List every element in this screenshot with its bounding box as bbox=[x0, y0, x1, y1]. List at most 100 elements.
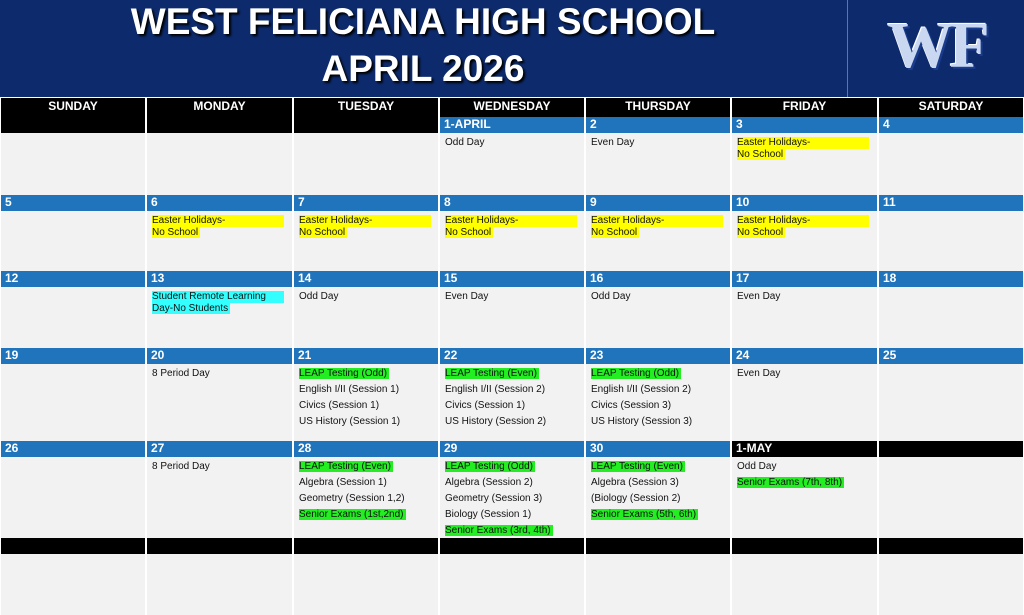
day-cell bbox=[878, 554, 1024, 615]
highlighted-event: Easter Holidays- bbox=[737, 137, 869, 149]
date-bar: 11 bbox=[878, 195, 1024, 211]
day-cell: Easter Holidays- No School bbox=[146, 211, 293, 271]
day-cell bbox=[878, 457, 1024, 538]
event: Geometry (Session 3) bbox=[445, 493, 543, 504]
day-cell bbox=[878, 364, 1024, 441]
day-cell bbox=[439, 554, 585, 615]
event-line: Civics (Session 1) bbox=[445, 400, 527, 412]
date-bar: 17 bbox=[731, 271, 878, 287]
logo: WF bbox=[847, 0, 1024, 97]
date-bar bbox=[731, 538, 878, 554]
date-bar: 22 bbox=[439, 348, 585, 364]
highlighted-event: Easter Holidays- bbox=[152, 215, 284, 227]
day-cell bbox=[878, 287, 1024, 348]
day-cell bbox=[585, 554, 731, 615]
event-line: Senior Exams (5th, 6th) bbox=[591, 509, 699, 521]
date-bar: 5 bbox=[0, 195, 146, 211]
day-cell: Even Day bbox=[731, 287, 878, 348]
day-cell bbox=[0, 287, 146, 348]
date-bar: 18 bbox=[878, 271, 1024, 287]
title: WEST FELICIANA HIGH SCHOOL bbox=[130, 1, 716, 42]
event-line: Day-No Students bbox=[152, 303, 231, 315]
day-cell: Easter Holidays- No School bbox=[731, 133, 878, 195]
event: English I/II (Session 2) bbox=[445, 384, 546, 395]
highlighted-event: LEAP Testing (Odd) bbox=[299, 368, 390, 379]
event-line: No School bbox=[737, 149, 786, 161]
date-bar: 24 bbox=[731, 348, 878, 364]
day-cell bbox=[731, 554, 878, 615]
day-cell: 8 Period Day bbox=[146, 457, 293, 538]
event: Algebra (Session 3) bbox=[591, 477, 679, 488]
date-bar: 20 bbox=[146, 348, 293, 364]
highlighted-event: No School bbox=[737, 149, 786, 160]
day-cell: Odd Day bbox=[585, 287, 731, 348]
date-bar: 1-APRIL bbox=[439, 117, 585, 133]
day-cell: LEAP Testing (Odd) Algebra (Session 2) Geo… bbox=[439, 457, 585, 538]
event: Geometry (Session 1,2) bbox=[299, 493, 405, 504]
event: English I/II (Session 2) bbox=[591, 384, 692, 395]
event: English I/II (Session 1) bbox=[299, 384, 400, 395]
event-line: Civics (Session 1) bbox=[299, 400, 381, 412]
highlighted-event: No School bbox=[152, 227, 201, 238]
header: WEST FELICIANA HIGH SCHOOL APRIL 2026 WF bbox=[0, 0, 1024, 97]
date-bar: 23 bbox=[585, 348, 731, 364]
date-bar: 27 bbox=[146, 441, 293, 457]
day-cell: LEAP Testing (Odd) English I/II (Session … bbox=[585, 364, 731, 441]
date-bar: 14 bbox=[293, 271, 439, 287]
date-bar: 13 bbox=[146, 271, 293, 287]
date-bar bbox=[0, 117, 146, 133]
event-line: Easter Holidays- bbox=[299, 215, 431, 227]
highlighted-event: Senior Exams (7th, 8th) bbox=[737, 477, 845, 488]
highlighted-event: LEAP Testing (Even) bbox=[299, 461, 393, 472]
date-bar: 12 bbox=[0, 271, 146, 287]
weekday-header: SUNDAY bbox=[0, 98, 146, 117]
date-bar: 10 bbox=[731, 195, 878, 211]
event: Odd Day bbox=[445, 137, 485, 148]
day-cell bbox=[293, 133, 439, 195]
date-bar: 6 bbox=[146, 195, 293, 211]
event-line: English I/II (Session 2) bbox=[445, 384, 547, 396]
highlighted-event: Easter Holidays- bbox=[591, 215, 723, 227]
event: Even Day bbox=[737, 368, 781, 379]
day-cell bbox=[0, 554, 146, 615]
date-bar: 2 bbox=[585, 117, 731, 133]
event-line: LEAP Testing (Even) bbox=[299, 461, 393, 473]
event-line: Odd Day bbox=[299, 291, 340, 303]
event-line: Odd Day bbox=[737, 461, 778, 473]
highlighted-event: Easter Holidays- bbox=[445, 215, 577, 227]
day-cell: Even Day bbox=[585, 133, 731, 195]
event-line: Odd Day bbox=[591, 291, 632, 303]
event-line: Student Remote Learning bbox=[152, 291, 284, 303]
date-bar bbox=[146, 117, 293, 133]
highlighted-event: LEAP Testing (Even) bbox=[445, 368, 539, 379]
day-cell bbox=[0, 211, 146, 271]
day-cell bbox=[146, 554, 293, 615]
day-cell bbox=[0, 133, 146, 195]
day-cell bbox=[0, 364, 146, 441]
event: Biology (Session 1) bbox=[445, 509, 532, 520]
highlighted-event: Senior Exams (5th, 6th) bbox=[591, 509, 699, 520]
event-line: Odd Day bbox=[445, 137, 486, 149]
event-line: LEAP Testing (Even) bbox=[445, 368, 539, 380]
date-bar bbox=[293, 117, 439, 133]
event-line: US History (Session 1) bbox=[299, 416, 402, 428]
date-bar: 9 bbox=[585, 195, 731, 211]
date-bar bbox=[439, 538, 585, 554]
event-line: (Biology (Session 2) bbox=[591, 493, 682, 505]
event-line: 8 Period Day bbox=[152, 368, 212, 380]
highlighted-event: Senior Exams (3rd, 4th) bbox=[445, 525, 553, 536]
weekday-header: THURSDAY bbox=[585, 98, 731, 117]
day-cell bbox=[878, 211, 1024, 271]
highlighted-event: Easter Holidays- bbox=[299, 215, 431, 227]
event-line: Even Day bbox=[591, 137, 636, 149]
event: Civics (Session 1) bbox=[445, 400, 526, 411]
date-bar: 19 bbox=[0, 348, 146, 364]
event-line: Senior Exams (7th, 8th) bbox=[737, 477, 845, 489]
day-cell: LEAP Testing (Even) English I/II (Session… bbox=[439, 364, 585, 441]
highlighted-event: Easter Holidays- bbox=[737, 215, 869, 227]
day-cell: Easter Holidays- No School bbox=[585, 211, 731, 271]
event: Odd Day bbox=[591, 291, 631, 302]
date-bar bbox=[878, 538, 1024, 554]
event-line: LEAP Testing (Odd) bbox=[591, 368, 682, 380]
